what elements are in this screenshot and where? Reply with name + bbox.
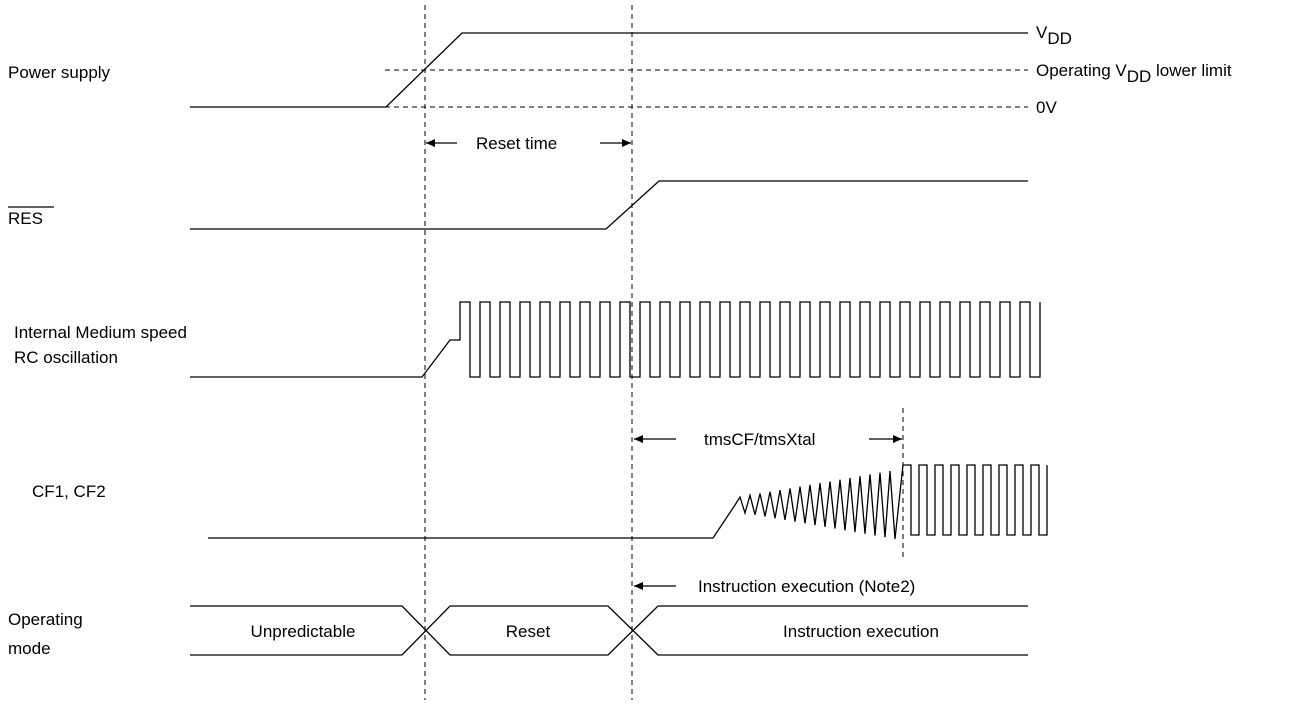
tms-label: tmsCF/tmsXtal [704,430,815,449]
mode-unpredictable: Unpredictable [251,622,356,641]
mode-instruction-execution: Instruction execution [783,622,939,641]
operating-mode-label-line2: mode [8,639,51,658]
mode-reset: Reset [506,622,551,641]
cf-label: CF1, CF2 [32,482,106,501]
internal-rc-waveform [190,301,1041,378]
mode-bus-upper [190,605,1028,656]
res-waveform [190,180,1028,230]
vdd-level-label: VDD [1036,23,1072,48]
power-supply-label: Power supply [8,63,111,82]
mode-bus-lower [190,605,1028,656]
res-label: RES [8,209,43,228]
operating-vdd-lower-limit-label: Operating VDD lower limit [1036,61,1232,86]
internal-rc-label-line1: Internal Medium speed [14,323,187,342]
reset-time-arrowhead-left [426,139,435,147]
instr-note-arrowhead [634,582,643,590]
cf-waveform [208,464,1048,540]
tms-arrowhead-right [893,435,902,443]
power-supply-waveform [190,32,1028,108]
reset-time-arrowhead-right [622,139,631,147]
operating-mode-label-line1: Operating [8,610,83,629]
tms-arrowhead-left [634,435,643,443]
reset-time-label: Reset time [476,134,557,153]
instr-note-label: Instruction execution (Note2) [698,577,915,596]
internal-rc-label-line2: RC oscillation [14,348,118,367]
zero-volt-label: 0V [1036,98,1057,117]
